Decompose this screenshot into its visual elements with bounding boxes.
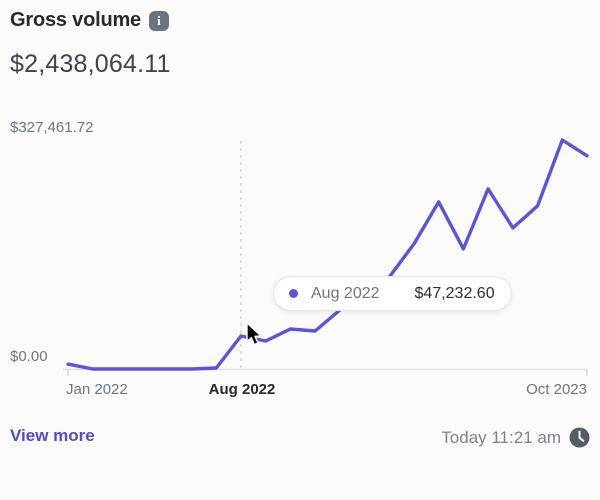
info-icon[interactable]: i <box>148 10 169 31</box>
volume-line-series <box>66 138 589 371</box>
view-more-link[interactable]: View more <box>10 426 95 445</box>
card-header: Gross volume i <box>10 9 169 32</box>
chart-tooltip: Aug 2022 $47,232.60 <box>273 276 512 311</box>
y-axis-zero-label: $0.00 <box>10 348 48 365</box>
timestamp-row: Today 11:21 am <box>441 427 590 448</box>
gross-volume-total: $2,438,064.11 <box>10 50 171 78</box>
y-axis-max-label: $327,461.72 <box>10 119 94 136</box>
clock-icon[interactable] <box>569 427 590 448</box>
page-title: Gross volume <box>10 9 141 31</box>
timestamp-text: Today 11:21 am <box>441 427 561 447</box>
tooltip-series-dot-icon <box>289 289 298 298</box>
tooltip-value: $47,232.60 <box>414 284 495 302</box>
x-axis-label-jan-2022: Jan 2022 <box>66 381 128 398</box>
mouse-cursor-icon <box>246 322 262 346</box>
x-axis-label-aug-2022: Aug 2022 <box>208 381 276 398</box>
tooltip-period-label: Aug 2022 <box>311 284 380 302</box>
x-axis-label-oct-2023: Oct 2023 <box>526 381 587 398</box>
